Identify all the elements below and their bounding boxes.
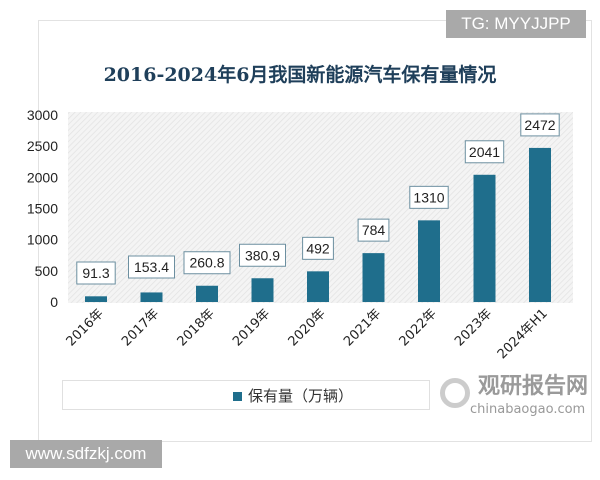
- x-tick-label: 2023年: [452, 306, 495, 349]
- y-tick-label: 500: [35, 263, 59, 279]
- data-label-box: [302, 236, 334, 260]
- tg-watermark: TG: MYYJJPP: [446, 10, 586, 38]
- y-tick-label: 1000: [27, 232, 58, 248]
- data-label: 492: [306, 240, 330, 256]
- x-tick-label: 2017年: [119, 306, 162, 349]
- data-label-box: [239, 243, 286, 267]
- chart-title: 2016-2024年6月我国新能源汽车保有量情况: [103, 64, 497, 86]
- data-label: 380.9: [245, 247, 280, 263]
- data-label: 2041: [469, 144, 500, 160]
- data-label: 153.4: [134, 259, 169, 275]
- data-label-box: [409, 185, 449, 209]
- y-tick-label: 3000: [27, 107, 58, 123]
- data-label: 784: [362, 222, 386, 238]
- bar: [85, 296, 107, 302]
- brand-cn: 观研报告网: [478, 374, 589, 399]
- data-label-box: [76, 261, 116, 285]
- x-tick-label: 2020年: [286, 306, 329, 349]
- bar: [307, 271, 329, 302]
- bar: [140, 292, 163, 302]
- x-tick-label: 2018年: [175, 306, 218, 349]
- x-tick-label: 2021年: [341, 306, 384, 349]
- data-label-box: [357, 218, 390, 242]
- y-tick-label: 1500: [27, 201, 58, 217]
- legend: 保有量（万辆）: [62, 380, 430, 410]
- x-tick-label: 2019年: [230, 306, 273, 349]
- bar: [529, 147, 551, 302]
- bar: [418, 220, 440, 302]
- legend-label: 保有量（万辆）: [248, 387, 354, 405]
- site-watermark: www.sdfzkj.com: [10, 440, 162, 468]
- y-tick-label: 0: [50, 294, 58, 310]
- brand-en: chinabaogao.com: [470, 402, 586, 417]
- brand-watermark: 观研报告网 chinabaogao.com: [440, 374, 590, 424]
- bar: [251, 278, 274, 302]
- x-tick-label: 2022年: [397, 306, 440, 349]
- data-label: 260.8: [189, 255, 224, 271]
- x-tick-label: 2024年H1: [495, 306, 551, 362]
- bar: [473, 174, 496, 302]
- data-label-box: [183, 251, 231, 275]
- data-label: 2472: [524, 117, 555, 133]
- data-label: 91.3: [82, 265, 109, 281]
- bar: [196, 285, 218, 302]
- y-tick-label: 2000: [27, 169, 58, 185]
- brand-logo-icon: [440, 378, 470, 408]
- data-label-box: [520, 113, 560, 137]
- data-label: 1310: [413, 189, 444, 205]
- legend-swatch: [233, 392, 242, 401]
- data-label-box: [464, 140, 505, 164]
- data-label-box: [128, 255, 175, 279]
- bar: [362, 253, 385, 302]
- y-tick-label: 2500: [27, 138, 58, 154]
- x-tick-label: 2016年: [64, 306, 107, 349]
